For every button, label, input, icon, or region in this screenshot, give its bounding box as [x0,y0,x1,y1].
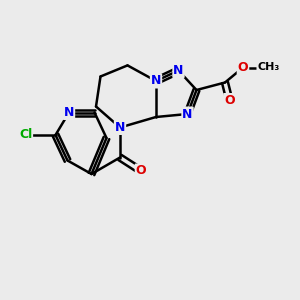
Text: O: O [136,164,146,178]
Text: N: N [182,107,193,121]
Text: N: N [115,121,125,134]
Text: O: O [238,61,248,74]
Text: CH₃: CH₃ [257,62,280,73]
Text: O: O [224,94,235,107]
Text: N: N [64,106,74,119]
Text: N: N [151,74,161,88]
Text: N: N [173,64,184,77]
Text: Cl: Cl [19,128,32,142]
